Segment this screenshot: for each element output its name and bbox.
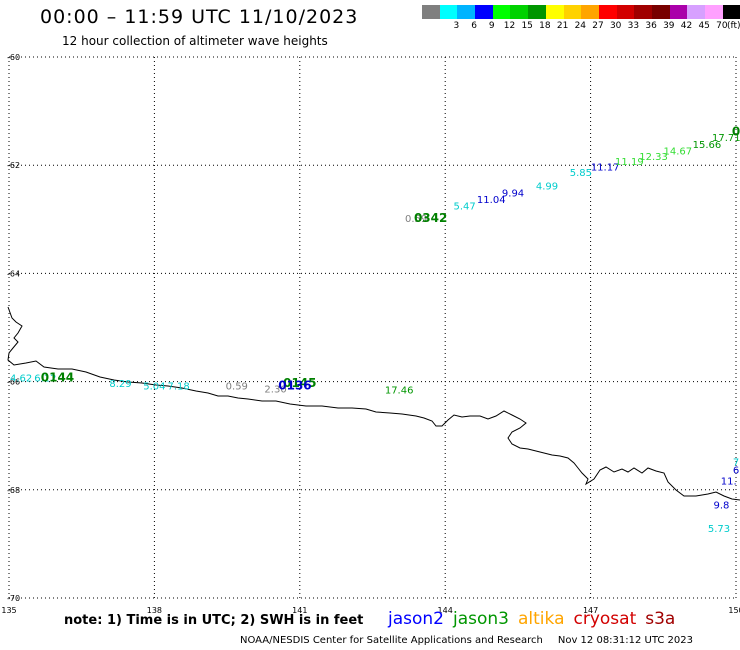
- legend-swatch: [545, 5, 564, 19]
- wave-height-value: 11.17: [591, 163, 620, 174]
- legend-swatch: [510, 5, 529, 19]
- wave-height-value: 5.47: [453, 202, 475, 213]
- wave-height-value: 8.29: [109, 379, 131, 390]
- wave-height-value: 5.85: [570, 168, 592, 179]
- legend-swatch: [475, 5, 493, 19]
- legend-label: 42: [680, 21, 693, 31]
- color-legend-labels: 3 6 9 12 15 18 21 24 27 30 33 36 39 42 45 70: [422, 21, 740, 33]
- legend-swatch: [687, 5, 705, 19]
- satellite-name: cryosat: [573, 609, 637, 629]
- wave-height-value: 12.33: [639, 152, 668, 163]
- lat-tick-label: -62: [7, 161, 20, 170]
- color-legend: [422, 5, 740, 19]
- legend-swatch: [581, 5, 599, 19]
- lon-tick-label: 144: [438, 606, 453, 615]
- legend-swatch: [563, 5, 582, 19]
- footer-credit: NOAA/NESDIS Center for Satellite Applica…: [240, 635, 693, 646]
- wave-height-value: 5.73: [708, 524, 730, 535]
- legend-label: 33: [627, 21, 640, 31]
- legend-swatch: [422, 5, 440, 19]
- lon-tick-label: 150: [728, 606, 740, 615]
- wave-height-value: 7: [733, 457, 739, 468]
- map-title: 00:00 – 11:59 UTC 11/10/2023: [40, 6, 359, 28]
- credit-text: NOAA/NESDIS Center for Satellite Applica…: [240, 635, 543, 646]
- legend-label: 30: [609, 21, 622, 31]
- legend-label: 21: [556, 21, 569, 31]
- wave-height-value: 11.: [721, 476, 737, 487]
- lon-tick-label: 138: [147, 606, 162, 615]
- lat-tick-label: -60: [7, 53, 20, 62]
- legend-label: 39: [663, 21, 675, 31]
- wave-height-value: 6.12: [34, 374, 56, 385]
- wave-height-value: 7.18: [168, 382, 190, 393]
- wave-height-value: 9.8: [714, 501, 730, 512]
- pass-time-label: 0144: [41, 371, 74, 385]
- lat-tick-label: -66: [7, 378, 20, 387]
- legend-swatch: [651, 5, 670, 19]
- legend-swatch: [722, 5, 740, 19]
- legend-label: 27: [592, 21, 604, 31]
- legend-label: 36: [645, 21, 657, 31]
- wave-height-value: 11.19: [615, 157, 644, 168]
- lon-tick-label: 147: [583, 606, 598, 615]
- legend-label: 12: [503, 21, 516, 31]
- legend-unit: (ft): [727, 21, 740, 31]
- lat-tick-label: -68: [7, 486, 20, 495]
- wave-height-value: 2.30: [264, 384, 286, 395]
- map-subtitle: 12 hour collection of altimeter wave hei…: [62, 34, 328, 48]
- legend-label: 3: [453, 21, 460, 31]
- footer-note: note: 1) Time is in UTC; 2) SWH is in fe…: [64, 613, 364, 628]
- generated-timestamp: Nov 12 08:31:12 UTC 2023: [557, 635, 694, 646]
- wave-height-value: 9.94: [502, 189, 524, 200]
- satellite-name: jason3: [453, 609, 509, 629]
- wave-height-value: 0.59: [405, 214, 427, 225]
- legend-swatch: [705, 5, 723, 19]
- legend-swatch: [616, 5, 635, 19]
- wave-height-value: 6: [733, 466, 739, 477]
- legend-label: 6: [471, 21, 477, 31]
- wave-height-value: 17.71: [712, 133, 740, 144]
- wave-height-value: 4.62: [10, 374, 32, 385]
- legend-swatch: [492, 5, 511, 19]
- map-grid: [8, 56, 737, 599]
- wave-height-value: 5.04: [143, 382, 165, 393]
- legend-label: 70: [716, 21, 728, 31]
- legend-swatch: [457, 5, 476, 19]
- pass-time-label: 0136: [278, 379, 311, 393]
- wave-height-value: 4.99: [536, 182, 558, 193]
- lat-tick-label: -64: [7, 269, 20, 278]
- lon-tick-label: 141: [292, 606, 307, 615]
- pass-time-label: 0: [732, 124, 740, 138]
- legend-swatch: [634, 5, 652, 19]
- wave-height-value: 15.66: [693, 140, 722, 151]
- wave-height-value: 17.46: [385, 386, 414, 397]
- legend-label: 9: [488, 21, 495, 31]
- legend-label: 15: [521, 21, 533, 31]
- legend-label: 24: [574, 21, 587, 31]
- antarctic-coastline: [7, 306, 740, 501]
- lat-tick-label: -70: [7, 594, 20, 603]
- wave-height-value: 11.04: [477, 195, 506, 206]
- satellite-name: altika: [518, 609, 565, 629]
- wave-height-value: 14.67: [664, 146, 693, 157]
- pass-time-label: 0145: [283, 376, 316, 390]
- legend-swatch: [439, 5, 458, 19]
- satellite-legend: jason2 jason3 altika cryosat s3a: [388, 609, 675, 629]
- legend-swatch: [598, 5, 617, 19]
- legend-label: 18: [539, 21, 551, 31]
- legend-swatch: [669, 5, 688, 19]
- wave-height-value: 0.59: [226, 382, 248, 393]
- axis-ticks: -60 -62 -64 -66 -68 -70 135 138 141 144 147 150: [1, 53, 740, 615]
- satellite-name: s3a: [645, 609, 676, 629]
- legend-label: 45: [698, 21, 710, 31]
- satellite-name: jason2: [388, 609, 444, 629]
- pass-time-label: 0342: [414, 211, 447, 225]
- lon-tick-label: 135: [1, 606, 16, 615]
- legend-swatch: [528, 5, 546, 19]
